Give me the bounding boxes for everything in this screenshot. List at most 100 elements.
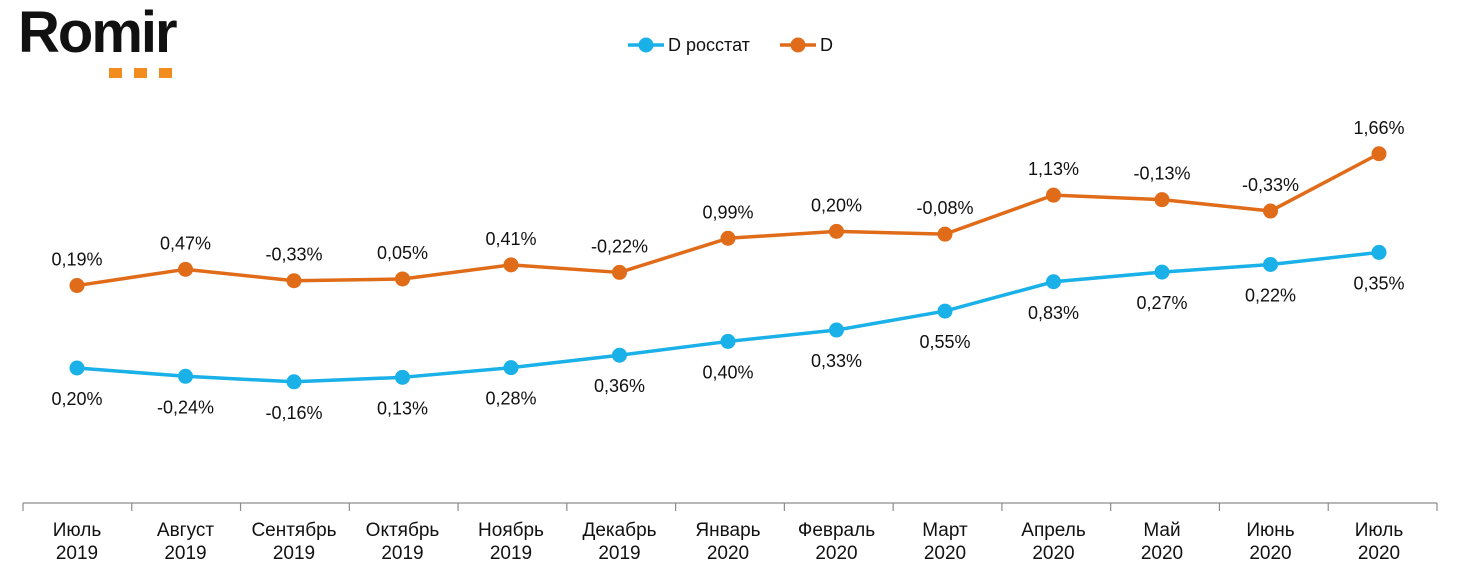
- data-label: 0,40%: [702, 362, 753, 382]
- legend-label: D росстат: [668, 35, 750, 55]
- data-point: [1263, 257, 1278, 272]
- x-tick-label-month: Январь: [695, 520, 760, 541]
- data-label: -0,24%: [157, 397, 214, 417]
- data-label: 0,28%: [485, 389, 536, 409]
- data-point: [395, 369, 410, 385]
- x-tick-label-month: Апрель: [1021, 520, 1086, 541]
- x-tick-label-year: 2020: [1141, 543, 1183, 564]
- data-point: [1371, 146, 1387, 162]
- legend-item: D: [780, 35, 833, 55]
- x-tick-label-year: 2019: [490, 543, 532, 564]
- data-point: [720, 333, 736, 349]
- data-point: [178, 368, 193, 384]
- x-tick-label-month: Июль: [53, 520, 102, 541]
- data-label: 0,83%: [1028, 303, 1079, 323]
- x-tick-label: Октябрь 2019: [366, 520, 440, 564]
- x-tick-label-year: 2019: [598, 543, 640, 564]
- logo-dot: [134, 68, 147, 78]
- data-label: -0,08%: [916, 198, 973, 218]
- data-label: 0,20%: [51, 389, 102, 409]
- data-label: 1,66%: [1353, 118, 1404, 138]
- data-label: -0,33%: [1242, 175, 1299, 195]
- data-label: 0,20%: [811, 195, 862, 215]
- x-tick-label-year: 2019: [273, 543, 315, 564]
- x-tick-label: Январь 2020: [695, 520, 760, 564]
- data-label: 0,47%: [160, 233, 211, 253]
- x-tick-label-year: 2019: [56, 543, 98, 564]
- x-tick-label-month: Февраль: [798, 520, 875, 541]
- data-point: [1046, 274, 1061, 290]
- data-point: [612, 264, 627, 280]
- x-tick-label-year: 2020: [1249, 543, 1291, 564]
- data-point: [69, 278, 85, 294]
- x-tick-label-year: 2020: [707, 543, 749, 564]
- x-tick-label: Сентябрь 2019: [251, 520, 336, 564]
- data-label: 0,99%: [702, 202, 753, 222]
- x-tick-label-month: Сентябрь: [251, 520, 336, 541]
- data-label: -0,16%: [265, 403, 322, 423]
- legend-marker: [638, 37, 654, 53]
- x-tick-label-year: 2019: [381, 543, 423, 564]
- data-point: [829, 223, 844, 239]
- x-tick-label-month: Март: [922, 520, 968, 541]
- x-tick-label: Июль 2019: [53, 520, 102, 564]
- x-tick-label: Февраль 2020: [798, 520, 875, 564]
- x-tick-label: Июнь 2020: [1246, 520, 1294, 564]
- x-tick-label-year: 2019: [164, 543, 206, 564]
- x-tick-label: Август 2019: [157, 520, 214, 564]
- x-tick-label-year: 2020: [1358, 543, 1400, 564]
- data-point: [1371, 244, 1387, 260]
- data-point: [937, 303, 953, 319]
- data-point: [829, 322, 844, 338]
- data-label: 0,22%: [1245, 286, 1296, 306]
- chart-legend: D росстат D: [628, 35, 833, 55]
- x-tick-label-month: Ноябрь: [478, 520, 544, 541]
- data-point: [1154, 264, 1170, 280]
- data-label: 0,27%: [1136, 293, 1187, 313]
- x-tick-label: Июль 2020: [1355, 520, 1404, 564]
- data-label: 0,55%: [919, 332, 970, 352]
- logo-text: Romir: [18, 0, 178, 65]
- x-tick-label: Март 2020: [922, 520, 968, 564]
- data-point: [178, 261, 193, 277]
- data-point: [937, 226, 953, 242]
- data-label: 0,19%: [51, 250, 102, 270]
- data-label: -0,22%: [591, 236, 648, 256]
- data-label: 0,33%: [811, 351, 862, 371]
- x-tick-label-year: 2020: [815, 543, 857, 564]
- x-tick-label-month: Декабрь: [582, 520, 656, 541]
- x-tick-label-year: 2020: [1032, 543, 1074, 564]
- x-tick-label-month: Август: [157, 520, 214, 541]
- logo-dot: [109, 68, 122, 78]
- x-tick-label: Декабрь 2019: [582, 520, 656, 564]
- x-tick-label-month: Июль: [1355, 520, 1404, 541]
- series-d-rosstat: 0,20% -0,24% -0,16% 0,13% 0,28% 0,36% 0,40% 0,3…: [51, 244, 1405, 423]
- logo-dot: [159, 68, 172, 78]
- data-point: [69, 360, 85, 376]
- data-point: [720, 230, 736, 246]
- x-tick-label-month: Октябрь: [366, 520, 440, 541]
- data-point: [1263, 203, 1278, 219]
- romir-logo: Romir: [18, 2, 238, 80]
- x-tick-label-month: Июнь: [1246, 520, 1294, 541]
- data-label: 0,13%: [377, 398, 428, 418]
- data-point: [503, 360, 519, 376]
- data-label: -0,13%: [1133, 164, 1190, 184]
- x-tick-label: Ноябрь 2019: [478, 520, 544, 564]
- legend-label: D: [820, 35, 833, 55]
- legend-marker: [790, 37, 806, 53]
- data-label: 0,05%: [377, 243, 428, 263]
- legend-item: D росстат: [628, 35, 750, 55]
- data-point: [395, 271, 410, 287]
- data-point: [286, 374, 302, 390]
- x-tick-label: Май 2020: [1141, 520, 1183, 564]
- x-tick-label-month: Май: [1143, 520, 1180, 541]
- data-point: [1154, 192, 1170, 208]
- data-point: [503, 257, 519, 273]
- series-layer: 0,20% -0,24% -0,16% 0,13% 0,28% 0,36% 0,40% 0,3…: [51, 118, 1404, 423]
- data-label: 0,36%: [594, 376, 645, 396]
- data-point: [1046, 187, 1061, 203]
- data-label: -0,33%: [265, 245, 322, 265]
